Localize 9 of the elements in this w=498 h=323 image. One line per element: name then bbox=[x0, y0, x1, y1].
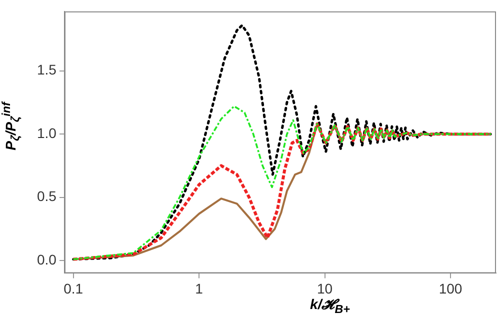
x-axis-title: k/𝓗$_{B+}$ bbox=[309, 296, 351, 316]
y-tick-label: 0.0 bbox=[36, 251, 57, 268]
x-tick-label: 100 bbox=[438, 280, 462, 296]
y-tick-label: 1.5 bbox=[36, 62, 57, 78]
x-tick-label: 0.1 bbox=[64, 280, 84, 296]
x-tick-label: 1 bbox=[195, 280, 204, 296]
y-tick-label: 0.5 bbox=[36, 188, 57, 204]
y-tick-label: 1.0 bbox=[36, 124, 57, 141]
x-tick-label: 10 bbox=[317, 280, 333, 296]
